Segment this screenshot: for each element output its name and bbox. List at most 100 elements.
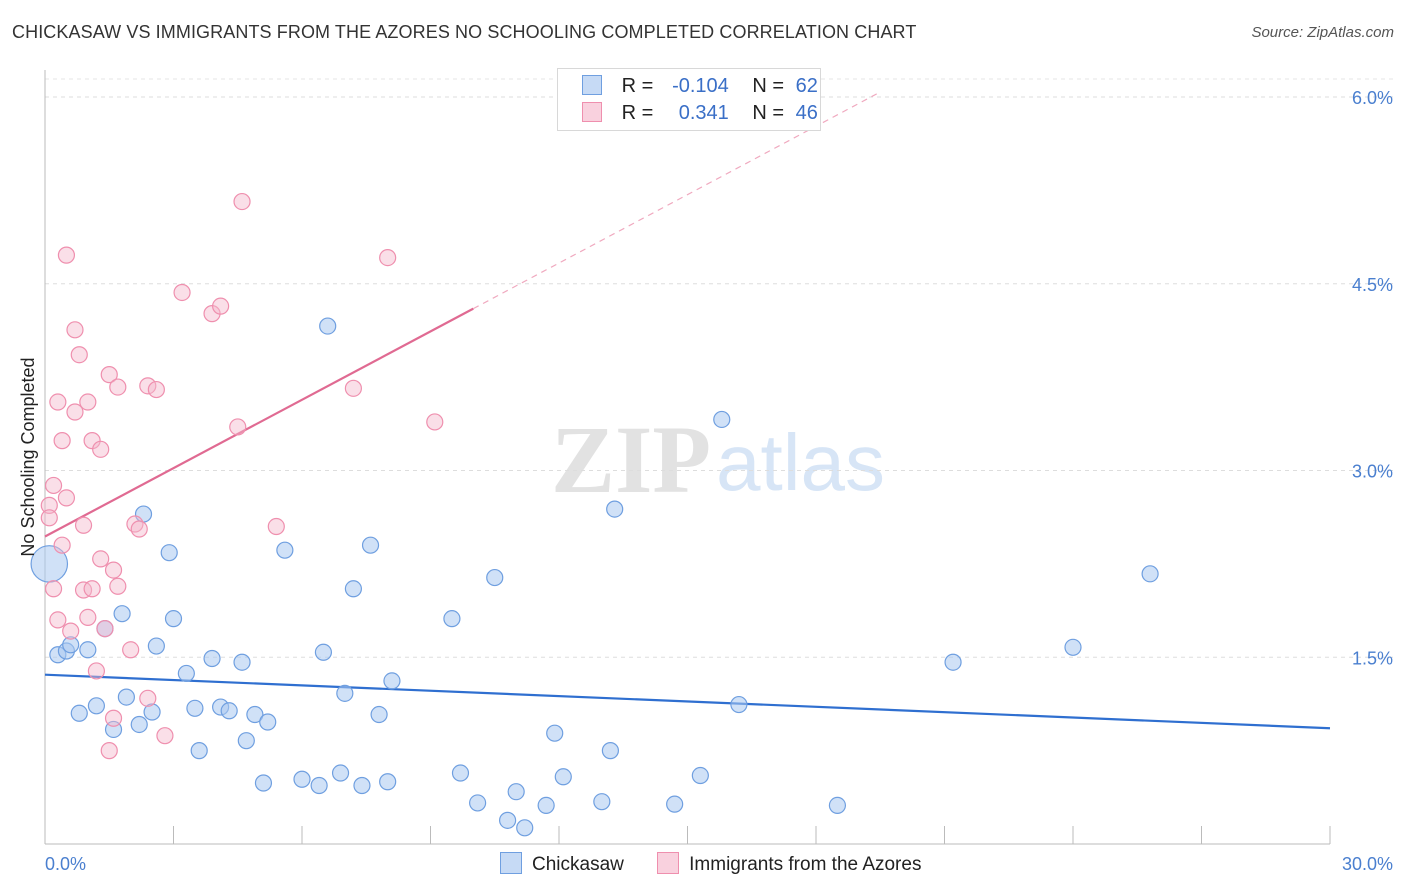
azores-point — [74, 581, 93, 599]
azores-point — [44, 580, 63, 598]
azores-point — [44, 476, 63, 495]
azores-point — [426, 413, 444, 431]
trend-lines — [44, 91, 1331, 730]
azores-point — [109, 577, 127, 595]
azores-point — [66, 321, 84, 339]
chickasaw-point — [319, 317, 337, 335]
azores-point — [173, 283, 191, 302]
azores-point — [379, 249, 397, 267]
chickasaw-point — [177, 664, 195, 683]
chickasaw-point — [554, 768, 572, 786]
chickasaw-point — [293, 770, 311, 788]
chickasaw-point — [160, 544, 178, 562]
azores-point — [344, 379, 362, 397]
azores-point — [100, 742, 118, 760]
azores-point — [40, 509, 58, 527]
azores-point — [53, 536, 71, 554]
legend-label-azores: Immigrants from the Azores — [689, 854, 922, 875]
azores-point — [83, 580, 101, 598]
chickasaw-point — [310, 776, 328, 795]
chickasaw-point — [606, 500, 624, 518]
chickasaw-point — [233, 653, 251, 671]
azores-point — [96, 620, 114, 638]
tick-labels: 1.5% 3.0% 4.5% 6.0% 0.0% 30.0% — [45, 88, 1393, 874]
chickasaw-point — [379, 773, 397, 791]
correlation-legend: R = -0.104 N = 62 R = 0.341 N = 46 — [557, 68, 821, 131]
legend-n-value: 62 — [795, 75, 818, 97]
azores-point — [79, 393, 97, 411]
y-tick-label: 1.5% — [1352, 648, 1393, 668]
azores-point — [53, 432, 71, 450]
azores-point — [267, 517, 285, 536]
chickasaw-point — [130, 715, 148, 734]
chickasaw-point — [593, 793, 611, 811]
chickasaw-trend-line — [44, 673, 1331, 730]
chickasaw-point — [314, 643, 333, 661]
azores-point — [74, 516, 93, 534]
chickasaw-point — [944, 653, 962, 671]
chickasaw-point — [730, 695, 748, 714]
chickasaw-point — [537, 796, 555, 815]
azores-point — [139, 377, 157, 395]
chickasaw-point — [246, 705, 264, 724]
chickasaw-point — [259, 713, 277, 731]
chickasaw-point — [70, 704, 88, 722]
watermark: ZIP atlas — [551, 406, 885, 513]
azores-point — [66, 403, 84, 421]
azores-point — [79, 608, 97, 627]
gridlines — [45, 78, 1395, 658]
chickasaw-point — [79, 641, 97, 659]
azores-point — [100, 366, 118, 384]
legend-item-chickasaw[interactable]: Chickasaw — [500, 852, 624, 876]
azores-point — [92, 440, 110, 458]
azores-point — [147, 380, 165, 399]
chickasaw-point — [220, 702, 238, 720]
x-tick-label: 30.0% — [1342, 854, 1393, 874]
legend-swatch-azores — [582, 102, 602, 122]
watermark-atlas: atlas — [716, 418, 885, 507]
azores-point — [70, 346, 88, 364]
azores-point — [233, 192, 251, 211]
azores-point — [40, 496, 58, 514]
legend-n-label: N = — [752, 102, 785, 124]
source-label: Source: ZipAtlas.com — [1251, 24, 1394, 41]
azores-point — [49, 393, 67, 411]
chickasaw-point — [147, 637, 165, 655]
chickasaw-point — [443, 610, 461, 628]
chickasaw-point — [361, 536, 380, 554]
legend-r-value: 0.341 — [678, 102, 729, 124]
legend-swatch-azores — [657, 852, 680, 874]
chickasaw-point — [370, 705, 388, 724]
chickasaw-point — [486, 568, 504, 587]
chickasaw-point — [516, 819, 534, 837]
legend-item-azores[interactable]: Immigrants from the Azores — [657, 852, 921, 876]
legend-r-value: -0.104 — [672, 75, 729, 97]
chickasaw-point — [507, 783, 525, 801]
chickasaw-point — [87, 697, 106, 715]
azores-trend-line — [44, 307, 474, 538]
chickasaw-point — [451, 764, 470, 782]
azores-point — [139, 689, 157, 707]
y-tick-label: 6.0% — [1352, 88, 1393, 108]
y-tick-label: 4.5% — [1352, 275, 1393, 295]
azores-point — [229, 418, 247, 436]
legend-row-azores: R = 0.341 N = 46 — [582, 102, 818, 126]
axes — [44, 70, 1331, 845]
chickasaw-point — [1141, 565, 1159, 583]
chickasaw-point — [237, 732, 255, 750]
chickasaw-point — [62, 636, 80, 654]
legend-swatch-chickasaw — [582, 75, 602, 95]
azores-point — [49, 611, 67, 629]
azores-point — [57, 246, 76, 264]
chickasaw-point — [353, 776, 371, 795]
chickasaw-point — [276, 541, 294, 559]
chickasaw-point — [383, 672, 401, 690]
legend-r-label: R = — [621, 102, 654, 124]
azores-point — [104, 709, 123, 727]
chickasaw-point — [713, 410, 731, 429]
chickasaw-point — [331, 764, 350, 782]
y-tick-label: 3.0% — [1352, 462, 1393, 482]
azores-point — [92, 550, 110, 568]
chickasaw-point — [254, 774, 273, 792]
chickasaw-point — [203, 649, 221, 668]
